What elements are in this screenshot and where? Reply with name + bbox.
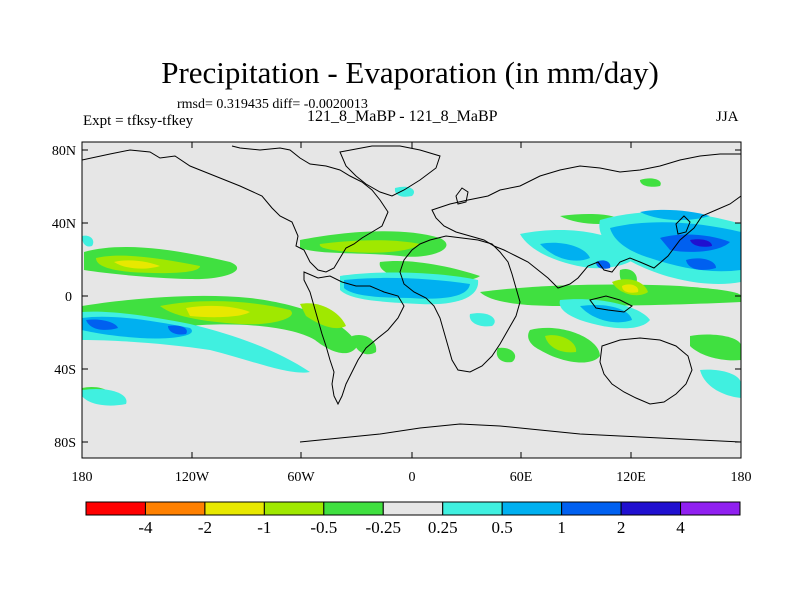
colorbar-swatch: [442, 501, 503, 516]
colorbar-label: 1: [557, 518, 566, 537]
eurasia-outline: [431, 153, 741, 289]
colorbar-label: 0.25: [428, 518, 458, 537]
colorbar-label: -0.25: [366, 518, 401, 537]
lat-label-0: 0: [65, 290, 72, 305]
colorbar-label: -2: [198, 518, 212, 537]
south-america-outline: [303, 271, 405, 406]
axis-ticks: [82, 142, 741, 458]
colorbar-label: 0.5: [492, 518, 513, 537]
coastlines: [82, 145, 741, 443]
uk-outline: [455, 187, 469, 205]
contour-indigo: [690, 239, 712, 247]
run-label: 121_8_MaBP - 121_8_MaBP: [307, 108, 498, 125]
lon-label-60e: 60E: [510, 470, 533, 485]
indonesia-outline: [589, 295, 633, 313]
japan-outline: [675, 215, 691, 235]
chart-title: Precipitation - Evaporation (in mm/day): [161, 55, 659, 90]
africa-outline: [399, 235, 521, 373]
colorbar-swatch: [561, 501, 622, 516]
contour-fill-layer: [82, 178, 741, 406]
lon-label-180w: 180: [72, 470, 93, 485]
north-america-outline: [82, 145, 389, 273]
colorbar-swatch: [85, 501, 146, 516]
colorbar-labels: -4 -2 -1 -0.5 -0.25 0.25 0.5 1 2 4: [138, 518, 685, 537]
colorbar: [85, 501, 741, 516]
colorbar-swatch: [501, 501, 563, 516]
lat-label-40s: 40S: [54, 363, 76, 378]
colorbar-swatch: [620, 501, 682, 516]
colorbar-swatch: [144, 501, 206, 516]
stats-text: rmsd= 0.319435 diff= -0.0020013: [177, 97, 368, 112]
lat-label-40n: 40N: [52, 217, 76, 232]
colorbar-swatch: [382, 501, 444, 516]
lon-label-60w: 60W: [287, 470, 315, 485]
lon-label-0: 0: [409, 470, 416, 485]
contour-yellow: [114, 260, 639, 318]
experiment-label: Expt = tfksy-tfkey: [83, 113, 194, 129]
colorbar-label: -0.5: [310, 518, 337, 537]
greenland-outline: [339, 145, 441, 197]
australia-outline: [599, 337, 693, 405]
antarctica-outline: [299, 423, 741, 443]
colorbar-label: 2: [617, 518, 626, 537]
colorbar-label: -4: [138, 518, 153, 537]
colorbar-swatch: [323, 501, 384, 516]
colorbar-label: -1: [257, 518, 271, 537]
colorbar-label: 4: [676, 518, 685, 537]
season-label: JJA: [716, 109, 739, 125]
lat-label-80s: 80S: [54, 436, 76, 451]
colorbar-swatch: [204, 501, 265, 516]
colorbar-swatch: [680, 501, 741, 516]
lon-label-120e: 120E: [616, 470, 646, 485]
lon-label-120w: 120W: [175, 470, 210, 485]
colorbar-swatch: [263, 501, 325, 516]
lon-label-180e: 180: [731, 470, 752, 485]
lat-label-80n: 80N: [52, 144, 76, 159]
